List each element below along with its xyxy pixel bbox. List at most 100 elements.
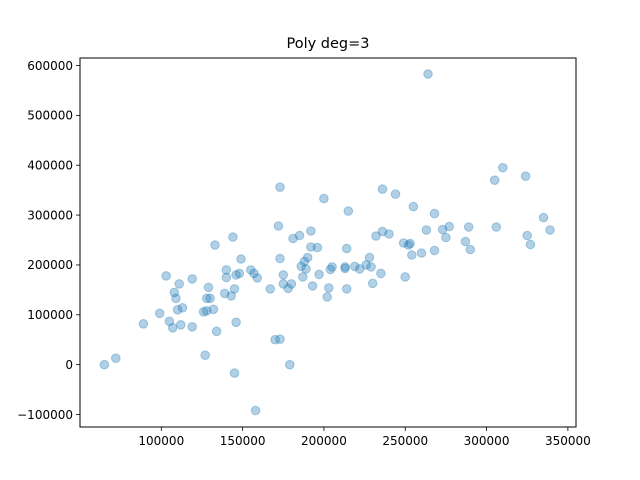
data-point xyxy=(350,261,360,272)
data-point xyxy=(416,248,427,258)
data-point xyxy=(354,264,365,274)
data-point xyxy=(275,253,285,264)
data-point xyxy=(275,182,285,192)
data-point xyxy=(246,265,256,275)
data-point xyxy=(405,238,415,249)
data-point xyxy=(340,262,350,272)
data-point xyxy=(236,254,246,264)
data-point xyxy=(221,265,232,275)
data-point xyxy=(371,231,381,241)
data-point xyxy=(361,260,372,270)
data-point xyxy=(275,334,285,345)
data-point xyxy=(324,283,334,293)
data-point xyxy=(429,245,440,256)
data-point xyxy=(171,293,181,304)
data-point xyxy=(341,284,352,294)
x-tick-label: 150000 xyxy=(220,434,266,448)
data-point xyxy=(187,322,197,332)
x-tick-label: 250000 xyxy=(382,434,428,448)
data-point xyxy=(138,319,149,329)
data-point xyxy=(164,316,175,327)
data-point xyxy=(172,305,183,315)
data-point xyxy=(437,224,448,235)
data-point xyxy=(202,293,212,304)
data-point xyxy=(198,307,209,317)
data-point xyxy=(177,303,188,313)
data-point xyxy=(314,269,324,280)
data-point xyxy=(343,206,354,216)
data-point xyxy=(390,189,401,199)
data-point xyxy=(407,250,417,260)
data-point xyxy=(429,208,440,219)
data-point xyxy=(273,221,284,231)
x-tick-label: 200000 xyxy=(301,434,347,448)
data-point xyxy=(377,226,388,237)
data-point xyxy=(270,334,280,345)
data-point xyxy=(525,239,536,250)
data-point xyxy=(226,291,236,301)
data-point xyxy=(327,262,337,272)
data-point xyxy=(400,272,411,282)
data-point xyxy=(460,236,471,247)
data-point xyxy=(444,221,455,232)
y-tick-label: 100000 xyxy=(27,308,73,322)
data-point xyxy=(221,272,232,283)
data-point xyxy=(250,405,261,416)
data-point xyxy=(211,326,222,337)
data-point xyxy=(312,242,323,253)
data-point xyxy=(299,256,310,267)
data-point xyxy=(174,279,184,289)
data-point xyxy=(210,240,220,250)
data-point xyxy=(465,244,476,255)
data-point xyxy=(99,359,110,370)
data-point xyxy=(205,293,215,304)
chart-title: Poly deg=3 xyxy=(286,36,369,52)
data-point xyxy=(176,320,186,330)
data-point xyxy=(249,268,259,279)
data-point xyxy=(231,270,241,280)
data-point xyxy=(278,270,289,280)
data-point xyxy=(340,263,350,274)
data-point xyxy=(234,268,245,279)
data-point xyxy=(463,222,474,232)
y-tick-label: 400000 xyxy=(27,159,73,173)
data-point xyxy=(203,282,214,293)
data-point xyxy=(169,287,180,298)
data-point xyxy=(423,69,433,79)
data-point xyxy=(228,232,238,242)
data-point xyxy=(286,279,297,289)
data-point xyxy=(265,284,276,294)
data-point xyxy=(307,281,318,291)
data-point xyxy=(302,252,313,263)
data-point xyxy=(489,175,500,185)
data-point xyxy=(403,240,414,250)
data-point xyxy=(229,284,240,294)
y-tick-label: 300000 xyxy=(27,208,73,222)
data-point xyxy=(154,308,165,319)
data-point xyxy=(202,306,212,316)
data-point xyxy=(167,323,178,333)
data-point xyxy=(278,279,289,289)
data-point xyxy=(408,201,419,212)
data-point xyxy=(441,232,451,243)
data-point xyxy=(498,162,508,173)
data-point xyxy=(538,212,549,223)
y-tick-label: −100000 xyxy=(17,408,73,422)
data-point xyxy=(161,271,171,281)
data-point xyxy=(319,193,329,204)
data-point xyxy=(294,230,305,241)
data-point xyxy=(229,368,240,378)
data-point xyxy=(200,350,210,361)
data-point xyxy=(208,304,219,315)
data-point xyxy=(522,230,533,241)
x-tick-label: 300000 xyxy=(464,434,510,448)
data-point xyxy=(520,171,531,181)
data-point xyxy=(231,317,241,328)
x-tick-label: 350000 xyxy=(545,434,591,448)
y-tick-label: 500000 xyxy=(27,109,73,123)
y-tick-label: 200000 xyxy=(27,258,73,272)
data-point xyxy=(219,288,230,299)
data-point xyxy=(491,222,502,232)
data-point xyxy=(301,264,311,274)
